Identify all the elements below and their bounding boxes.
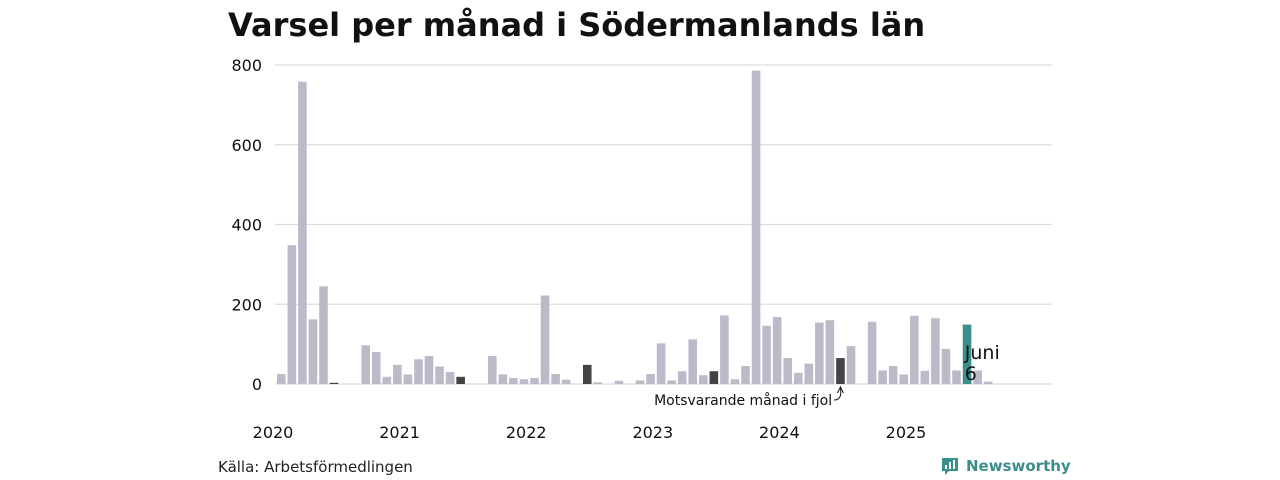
bar (519, 379, 529, 384)
bar (931, 318, 940, 384)
bar (277, 374, 286, 384)
bar (319, 286, 328, 384)
bar (646, 374, 655, 384)
bar (393, 364, 402, 384)
y-tick-label: 0 (252, 375, 262, 394)
bar (836, 358, 845, 384)
bar (899, 374, 909, 384)
bar (751, 70, 761, 384)
y-tick-label: 200 (231, 295, 262, 314)
bar (699, 375, 708, 384)
bar (952, 370, 961, 384)
bar (867, 321, 877, 384)
bar (878, 370, 887, 384)
bar (414, 359, 423, 384)
bar (720, 315, 729, 384)
bar (888, 366, 898, 384)
y-tick-label: 600 (231, 136, 262, 155)
bar (846, 346, 856, 384)
x-tick-label: 2022 (506, 423, 547, 442)
bar (614, 380, 624, 384)
x-tick-label: 2025 (886, 423, 927, 442)
bar (509, 378, 518, 384)
y-axis-ticks: 0 200 400 600 800 (231, 56, 262, 394)
bar (793, 372, 803, 384)
bar (530, 378, 539, 384)
annotation-label: Motsvarande månad i fjol (654, 392, 832, 409)
brand-name: Newsworthy (966, 457, 1071, 475)
bar (983, 381, 993, 384)
bar (456, 376, 465, 384)
current-value-label: 6 (965, 363, 977, 385)
bar (635, 380, 645, 384)
current-month-label: Juni (964, 342, 1000, 364)
bar (783, 358, 792, 384)
bar (403, 374, 413, 384)
bar (709, 371, 719, 384)
bar (551, 374, 560, 384)
bar (488, 356, 497, 384)
bar (656, 343, 666, 384)
bar (298, 81, 307, 384)
bar (667, 380, 676, 384)
y-tick-label: 800 (231, 56, 262, 75)
bar (920, 370, 930, 384)
bar (540, 295, 550, 384)
bar (741, 366, 750, 384)
x-tick-label: 2023 (632, 423, 673, 442)
bar (287, 245, 297, 384)
bar (329, 382, 339, 384)
bar (435, 366, 444, 384)
bar (498, 374, 508, 384)
bar (361, 345, 370, 384)
source-label: Källa: Arbetsförmedlingen (218, 458, 413, 476)
bar (730, 379, 740, 384)
bars (277, 70, 993, 384)
bar (677, 371, 687, 384)
bar (424, 356, 434, 384)
bar (445, 372, 455, 384)
bar (815, 322, 824, 384)
annotation-arrow (834, 387, 842, 401)
chart-title: Varsel per månad i Södermanlands län (228, 6, 926, 44)
bar (804, 363, 814, 384)
x-tick-label: 2024 (759, 423, 800, 442)
bar (762, 325, 771, 384)
x-axis-year-labels: 2020 2021 2022 2023 2024 2025 (253, 423, 927, 442)
x-tick-label: 2021 (379, 423, 420, 442)
bar (910, 315, 919, 384)
bar (688, 339, 698, 384)
x-tick-label: 2020 (253, 423, 294, 442)
bar (308, 319, 318, 384)
brand-logo: Newsworthy (940, 456, 1071, 476)
annotation-arrowhead (837, 385, 844, 394)
bar (382, 376, 392, 384)
bar (582, 364, 592, 384)
bar (593, 382, 603, 384)
bar (825, 320, 835, 384)
newsworthy-icon (942, 458, 958, 475)
bar (561, 379, 571, 384)
bar (962, 324, 972, 384)
bar (772, 317, 782, 384)
bar (371, 352, 381, 384)
bar (941, 348, 951, 384)
y-tick-label: 400 (231, 216, 262, 235)
bar (973, 370, 982, 384)
